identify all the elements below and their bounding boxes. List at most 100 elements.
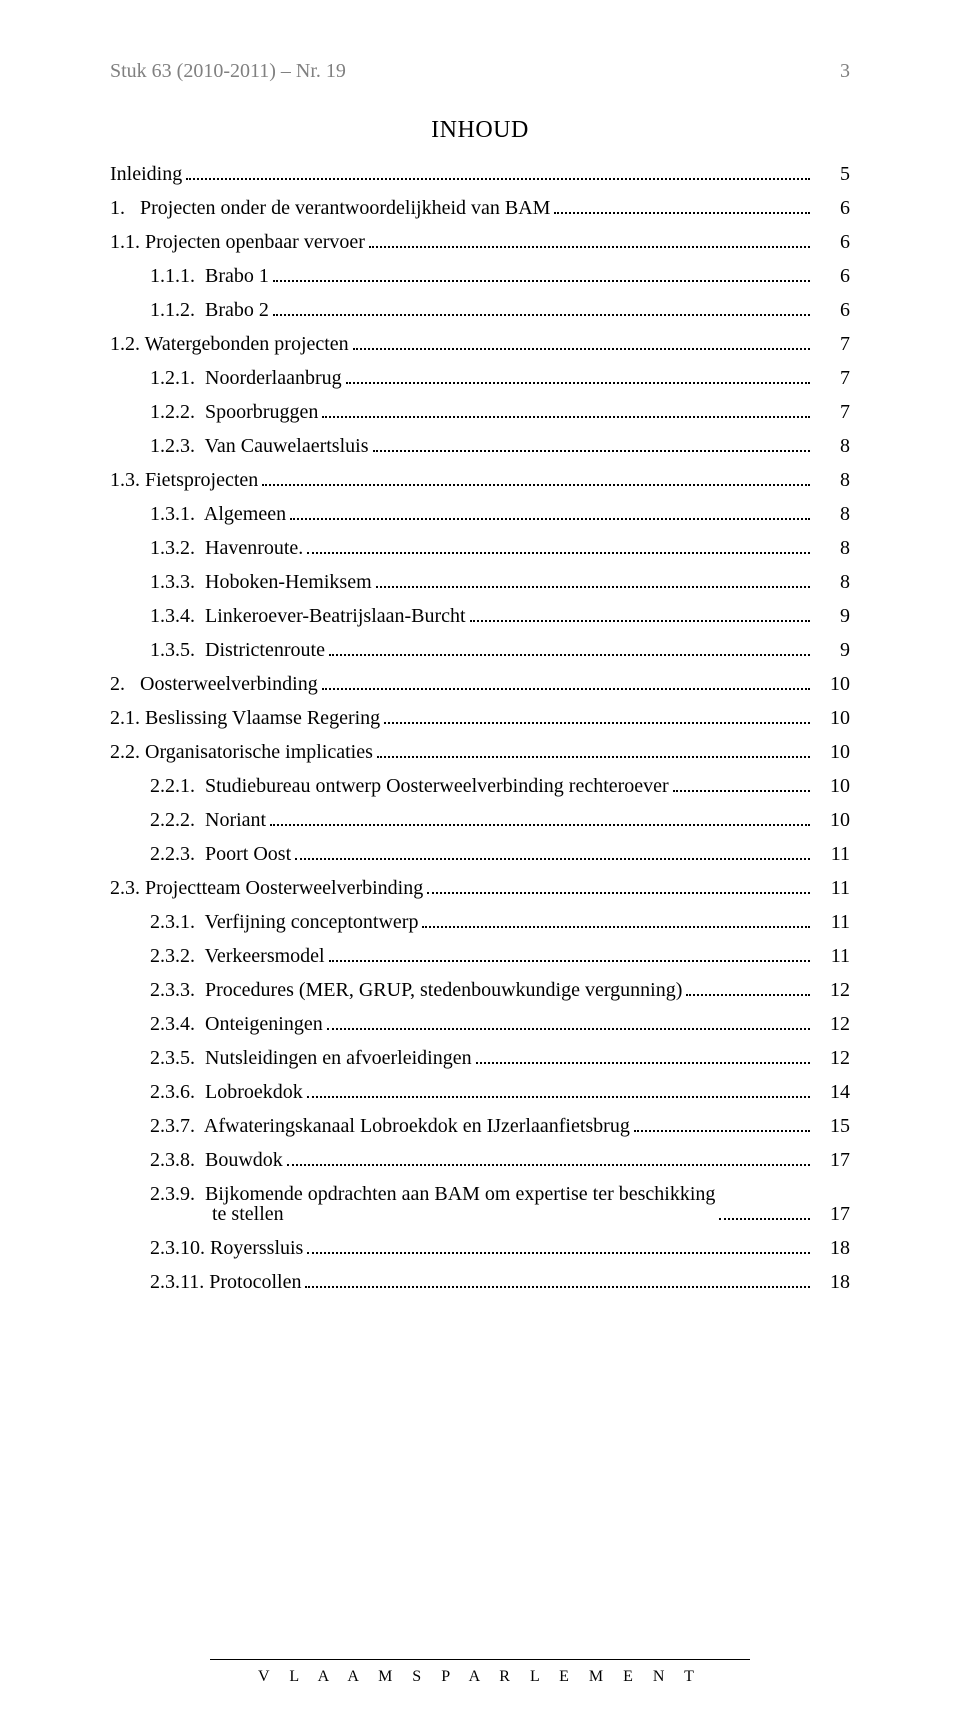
toc-entry-page: 8 (814, 572, 850, 592)
toc-entry-page: 17 (814, 1150, 850, 1170)
toc-entry-label: 2.3.6. Lobroekdok (150, 1082, 303, 1102)
toc-row: 1.3.2. Havenroute.8 (110, 538, 850, 558)
toc-entry-label: 2.3.5. Nutsleidingen en afvoerleidingen (150, 1048, 472, 1068)
toc-entry-label: 1.1.2. Brabo 2 (150, 300, 269, 320)
toc-entry-label: 1.2.1. Noorderlaanbrug (150, 368, 342, 388)
toc-row: 1.2.1. Noorderlaanbrug 7 (110, 368, 850, 388)
toc-leader-dots (719, 1206, 810, 1220)
toc-row: 1.3.3. Hoboken-Hemiksem 8 (110, 572, 850, 592)
toc-entry-label: 2.3.2. Verkeersmodel (150, 946, 325, 966)
toc-leader-dots (295, 846, 810, 860)
toc-leader-dots (290, 506, 810, 520)
toc-leader-dots (273, 302, 810, 316)
toc-row: 2.3.4. Onteigeningen12 (110, 1014, 850, 1034)
toc-entry-page: 10 (814, 776, 850, 796)
toc-leader-dots (427, 880, 810, 894)
toc-row: 2.3.5. Nutsleidingen en afvoerleidingen 1… (110, 1048, 850, 1068)
toc-entry-label: 2.3. Projectteam Oosterweelverbinding (110, 878, 423, 898)
toc-leader-dots (287, 1152, 810, 1166)
toc-entry-label: 1.2. Watergebonden projecten (110, 334, 349, 354)
toc-entry-label: 2.1. Beslissing Vlaamse Regering (110, 708, 380, 728)
toc-row: 1. Projecten onder de verantwoordelijkhe… (110, 198, 850, 218)
toc-entry-label: 1.3.5. Districtenroute (150, 640, 325, 660)
header-doc-ref: Stuk 63 (2010-2011) – Nr. 19 (110, 60, 346, 83)
toc-entry-label: 1.3.3. Hoboken-Hemiksem (150, 572, 372, 592)
toc-entry-page: 7 (814, 368, 850, 388)
toc-row: 2.3.8. Bouwdok 17 (110, 1150, 850, 1170)
toc-entry-label-line2: te stellen (150, 1204, 715, 1224)
toc-leader-dots (327, 1016, 810, 1030)
toc-entry-label: 2.3.4. Onteigeningen (150, 1014, 323, 1034)
toc-row: 1.2. Watergebonden projecten 7 (110, 334, 850, 354)
toc-leader-dots (476, 1050, 810, 1064)
toc-entry-label: 1.3.2. Havenroute. (150, 538, 303, 558)
toc-row: 2.2.3. Poort Oost 11 (110, 844, 850, 864)
footer-rule (210, 1659, 750, 1660)
page-footer: V L A A M S P A R L E M E N T (0, 1659, 960, 1686)
toc-row: 1.3. Fietsprojecten8 (110, 470, 850, 490)
toc-entry-page: 8 (814, 436, 850, 456)
toc-entry-page: 18 (814, 1272, 850, 1292)
toc-row: 1.3.1. Algemeen8 (110, 504, 850, 524)
toc-entry-page: 12 (814, 980, 850, 1000)
toc-leader-dots (329, 948, 810, 962)
toc-entry-page: 10 (814, 674, 850, 694)
toc-entry-label: 1. Projecten onder de verantwoordelijkhe… (110, 198, 550, 218)
toc-entry-label: 2.3.11. Protocollen (150, 1272, 301, 1292)
toc-leader-dots (273, 268, 810, 282)
toc-entry-label: 2.2.1. Studiebureau ontwerp Oosterweelve… (150, 776, 669, 796)
toc-leader-dots (353, 336, 810, 350)
toc-entry-page: 11 (814, 912, 850, 932)
toc-row: 1.1. Projecten openbaar vervoer6 (110, 232, 850, 252)
toc-entry-page: 10 (814, 810, 850, 830)
toc-row: 2.3.1. Verfijning conceptontwerp11 (110, 912, 850, 932)
toc-entry-page: 7 (814, 334, 850, 354)
toc-row: 2.3. Projectteam Oosterweelverbinding 11 (110, 878, 850, 898)
toc-leader-dots (634, 1118, 810, 1132)
toc-row: 1.2.2. Spoorbruggen7 (110, 402, 850, 422)
toc-entry-label: 2.2. Organisatorische implicaties (110, 742, 373, 762)
toc-leader-dots (346, 370, 810, 384)
toc-leader-dots (307, 1084, 810, 1098)
toc-entry-label: 2.3.9. Bijkomende opdrachten aan BAM om … (150, 1184, 715, 1224)
toc-leader-dots (422, 914, 810, 928)
table-of-contents: Inleiding51. Projecten onder de verantwo… (110, 164, 850, 1292)
toc-leader-dots (554, 200, 810, 214)
toc-entry-page: 6 (814, 300, 850, 320)
toc-leader-dots (377, 744, 810, 758)
toc-entry-page: 11 (814, 946, 850, 966)
header-page-number: 3 (840, 60, 850, 83)
toc-leader-dots (262, 472, 810, 486)
toc-entry-page: 17 (814, 1204, 850, 1224)
toc-entry-label: 2.3.10. Royerssluis (150, 1238, 303, 1258)
toc-row: 2.2. Organisatorische implicaties10 (110, 742, 850, 762)
toc-entry-page: 10 (814, 708, 850, 728)
toc-entry-label: 2.3.3. Procedures (MER, GRUP, stedenbouw… (150, 980, 682, 1000)
toc-entry-page: 5 (814, 164, 850, 184)
toc-leader-dots (186, 166, 810, 180)
toc-row: 1.1.1. Brabo 16 (110, 266, 850, 286)
toc-entry-label: 2.3.8. Bouwdok (150, 1150, 283, 1170)
toc-entry-page: 11 (814, 844, 850, 864)
toc-row: 2.2.2. Noriant10 (110, 810, 850, 830)
toc-entry-page: 12 (814, 1048, 850, 1068)
toc-row: 2.3.7. Afwateringskanaal Lobroekdok en I… (110, 1116, 850, 1136)
toc-entry-page: 6 (814, 232, 850, 252)
toc-leader-dots (305, 1274, 810, 1288)
toc-row: 1.2.3. Van Cauwelaertsluis8 (110, 436, 850, 456)
toc-row: 2.3.10. Royerssluis18 (110, 1238, 850, 1258)
toc-entry-page: 15 (814, 1116, 850, 1136)
toc-entry-page: 8 (814, 470, 850, 490)
toc-row: 2.2.1. Studiebureau ontwerp Oosterweelve… (110, 776, 850, 796)
page-title: INHOUD (110, 117, 850, 144)
toc-entry-page: 11 (814, 878, 850, 898)
toc-entry-label: 1.2.2. Spoorbruggen (150, 402, 318, 422)
toc-entry-page: 9 (814, 606, 850, 626)
toc-entry-label: 2.2.3. Poort Oost (150, 844, 291, 864)
toc-leader-dots (307, 540, 810, 554)
toc-row: 2.1. Beslissing Vlaamse Regering 10 (110, 708, 850, 728)
toc-entry-label: 1.3.1. Algemeen (150, 504, 286, 524)
toc-row: 2.3.2. Verkeersmodel 11 (110, 946, 850, 966)
toc-row: 1.3.4. Linkeroever-Beatrijslaan-Burcht9 (110, 606, 850, 626)
toc-entry-page: 14 (814, 1082, 850, 1102)
